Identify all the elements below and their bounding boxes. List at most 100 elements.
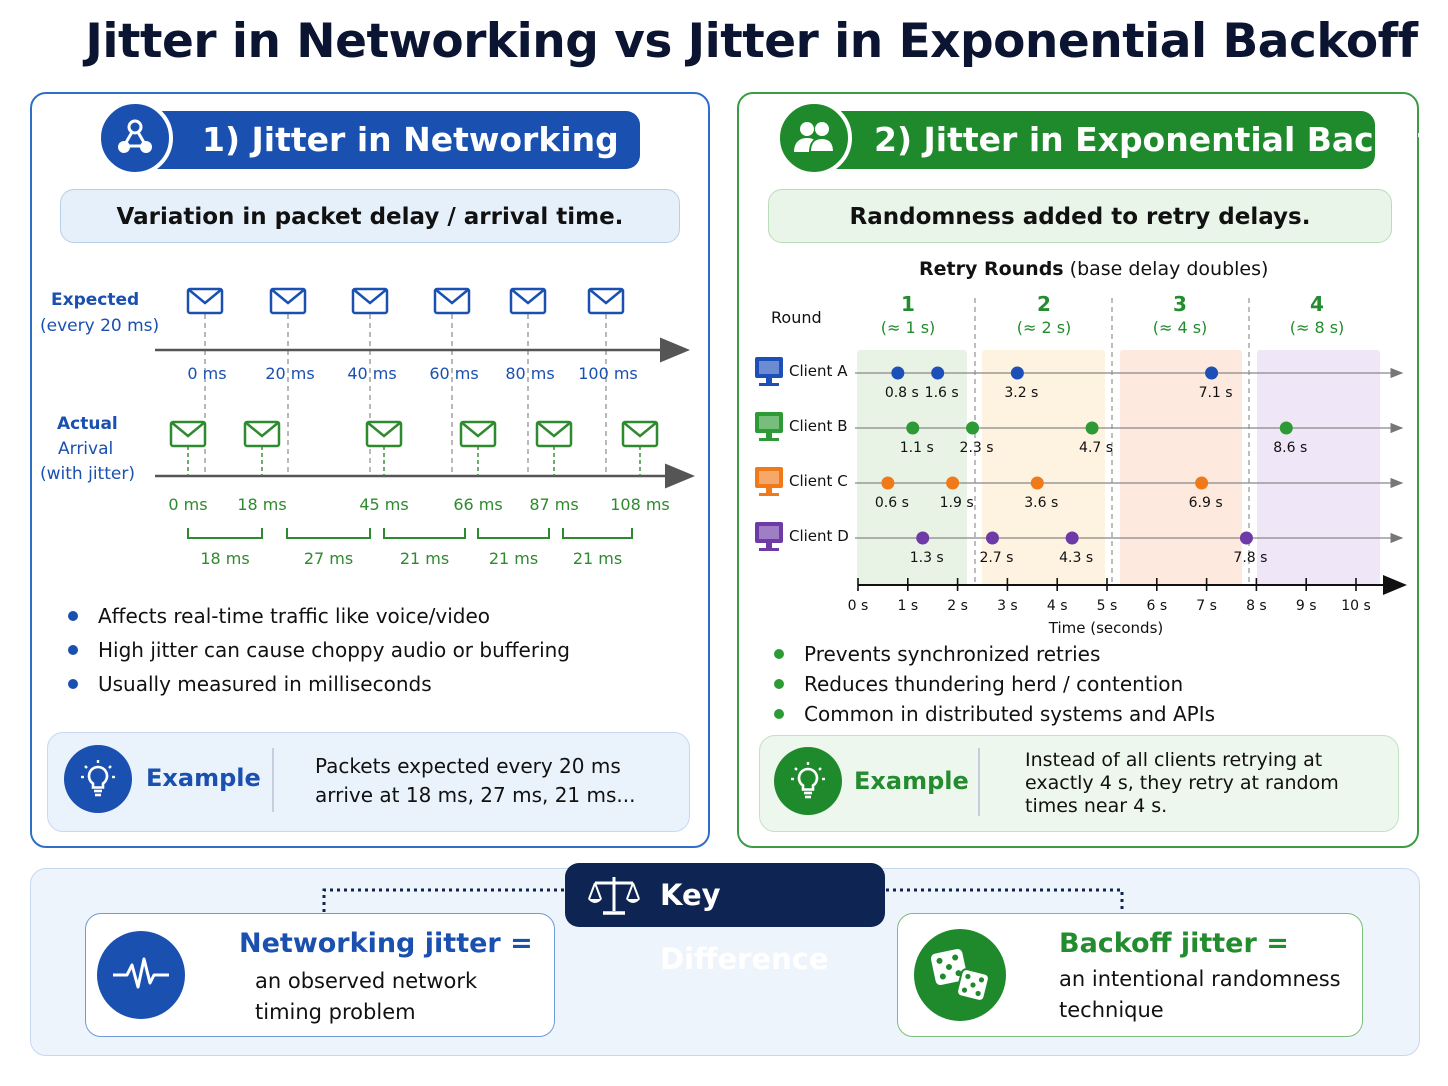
interval-bracket <box>383 528 466 539</box>
bullet-dot <box>774 709 784 719</box>
mail-icon <box>509 287 547 315</box>
expected-label: Expected <box>51 290 140 310</box>
example-line: Instead of all clients retrying at <box>1025 749 1323 771</box>
time-tick-label: 8 s <box>1246 598 1267 614</box>
backoff-bullets: Prevents synchronized retries Reduces th… <box>774 639 1215 729</box>
round-approx: (≈ 4 s) <box>1153 318 1208 337</box>
interval-label: 18 ms <box>200 549 249 568</box>
expected-tick-label: 60 ms <box>429 364 478 383</box>
interval-label: 21 ms <box>489 549 538 568</box>
networking-bullets: Affects real-time traffic like voice/vid… <box>68 599 570 701</box>
bullet-dot <box>774 649 784 659</box>
actual-tick-label: 0 ms <box>168 495 207 514</box>
monitor-icon <box>755 467 783 496</box>
time-tick-label: 0 s <box>848 598 869 614</box>
key-difference-label: Key Difference <box>660 878 829 976</box>
backoff-banner-title: 2) Jitter in Exponential Backoff <box>874 120 1445 159</box>
retry-point <box>1010 366 1024 380</box>
retry-label: 6.9 s <box>1189 495 1223 511</box>
mail-icon <box>433 287 471 315</box>
interval-label: 27 ms <box>304 549 353 568</box>
backoff-jitter-title: Backoff jitter = <box>1059 928 1289 959</box>
card-line: an observed network <box>255 969 478 993</box>
backoff-chart: Round 1 (≈ 1 s) 2 (≈ 2 s) 3 (≈ 4 s) 4 (≈ 8 s) Cli… <box>755 292 1407 637</box>
bullet-dot <box>68 679 78 689</box>
actual-label: Actual <box>57 414 118 434</box>
card-line: timing problem <box>255 1000 416 1024</box>
retry-label: 7.8 s <box>1233 550 1267 566</box>
round-approx: (≈ 8 s) <box>1290 318 1345 337</box>
retry-point <box>1065 531 1079 545</box>
round-band <box>1257 350 1380 585</box>
client-label: Client C <box>789 472 848 490</box>
retry-label: 4.7 s <box>1079 440 1113 456</box>
retry-label: 3.2 s <box>1004 385 1038 401</box>
backoff-banner: 2) Jitter in Exponential Backoff <box>820 111 1444 169</box>
networking-timeline: 0 ms 20 ms 40 ms 60 ms 80 ms 100 ms 0 ms 18 ms 4… <box>155 287 695 568</box>
retry-label: 1.9 s <box>940 495 974 511</box>
example-line: times near 4 s. <box>1025 795 1168 817</box>
arrival-label: Arrival <box>58 439 114 459</box>
retry-point <box>931 366 945 380</box>
mail-icon <box>535 420 573 448</box>
example-divider <box>272 748 274 812</box>
networking-banner-title: 1) Jitter in Networking <box>202 120 619 159</box>
time-tick-label: 6 s <box>1146 598 1167 614</box>
time-tick-label: 7 s <box>1196 598 1217 614</box>
example-divider <box>978 748 980 816</box>
retry-point <box>916 531 930 545</box>
networking-example-text: Packets expected every 20 ms arrive at 1… <box>315 752 636 810</box>
networking-example-box <box>47 732 690 832</box>
bullet-dot <box>68 611 78 621</box>
interval-bracket <box>562 528 633 539</box>
bullet-item: Usually measured in milliseconds <box>68 667 570 701</box>
lightbulb-icon <box>774 747 842 815</box>
mail-icon <box>351 287 389 315</box>
bullet-item: Affects real-time traffic like voice/vid… <box>68 599 570 633</box>
client-label: Client D <box>789 527 849 545</box>
mail-icon <box>587 287 625 315</box>
interval-bracket <box>286 528 371 539</box>
retry-point <box>906 421 920 435</box>
networking-example-title: Example <box>146 764 261 792</box>
mail-icon <box>169 420 207 448</box>
retry-point <box>1030 476 1044 490</box>
time-axis-label: Time (seconds) <box>1048 619 1164 637</box>
time-tick-label: 1 s <box>897 598 918 614</box>
round-band <box>857 350 967 585</box>
interval-label: 21 ms <box>573 549 622 568</box>
bullet-dot <box>68 645 78 655</box>
balance-scale-icon <box>587 873 641 917</box>
actual-tick-label: 18 ms <box>237 495 286 514</box>
retry-label: 2.3 s <box>960 440 994 456</box>
lightbulb-icon <box>64 745 132 813</box>
retry-chart-title: Retry Rounds (base delay doubles) <box>919 258 1268 280</box>
retry-point <box>1205 366 1219 380</box>
retry-point <box>985 531 999 545</box>
time-tick-label: 4 s <box>1047 598 1068 614</box>
connector-lines <box>322 888 1124 912</box>
bullet-text: Prevents synchronized retries <box>804 642 1101 666</box>
networking-banner: 1) Jitter in Networking <box>140 111 640 169</box>
mail-icon <box>243 420 281 448</box>
time-tick-label: 10 s <box>1341 598 1371 614</box>
time-tick-label: 9 s <box>1296 598 1317 614</box>
backoff-example-box <box>759 735 1399 832</box>
bullet-item: High jitter can cause choppy audio or bu… <box>68 633 570 667</box>
round-number: 3 <box>1173 292 1187 316</box>
example-line: exactly 4 s, they retry at random <box>1025 772 1339 794</box>
retry-label: 4.3 s <box>1059 550 1093 566</box>
bullet-text: Common in distributed systems and APIs <box>804 702 1216 726</box>
retry-label: 1.6 s <box>925 385 959 401</box>
bullet-text: Affects real-time traffic like voice/vid… <box>98 604 490 628</box>
retry-point <box>1195 476 1209 490</box>
retry-point <box>891 366 905 380</box>
with-jitter-label: (with jitter) <box>40 464 135 484</box>
card-line: an intentional randomness <box>1059 967 1341 991</box>
mail-icon <box>269 287 307 315</box>
monitor-icon <box>755 522 783 551</box>
actual-tick-label: 66 ms <box>453 495 502 514</box>
retry-label: 1.1 s <box>900 440 934 456</box>
bullet-text: High jitter can cause choppy audio or bu… <box>98 638 570 662</box>
bullet-item: Reduces thundering herd / contention <box>774 669 1215 699</box>
